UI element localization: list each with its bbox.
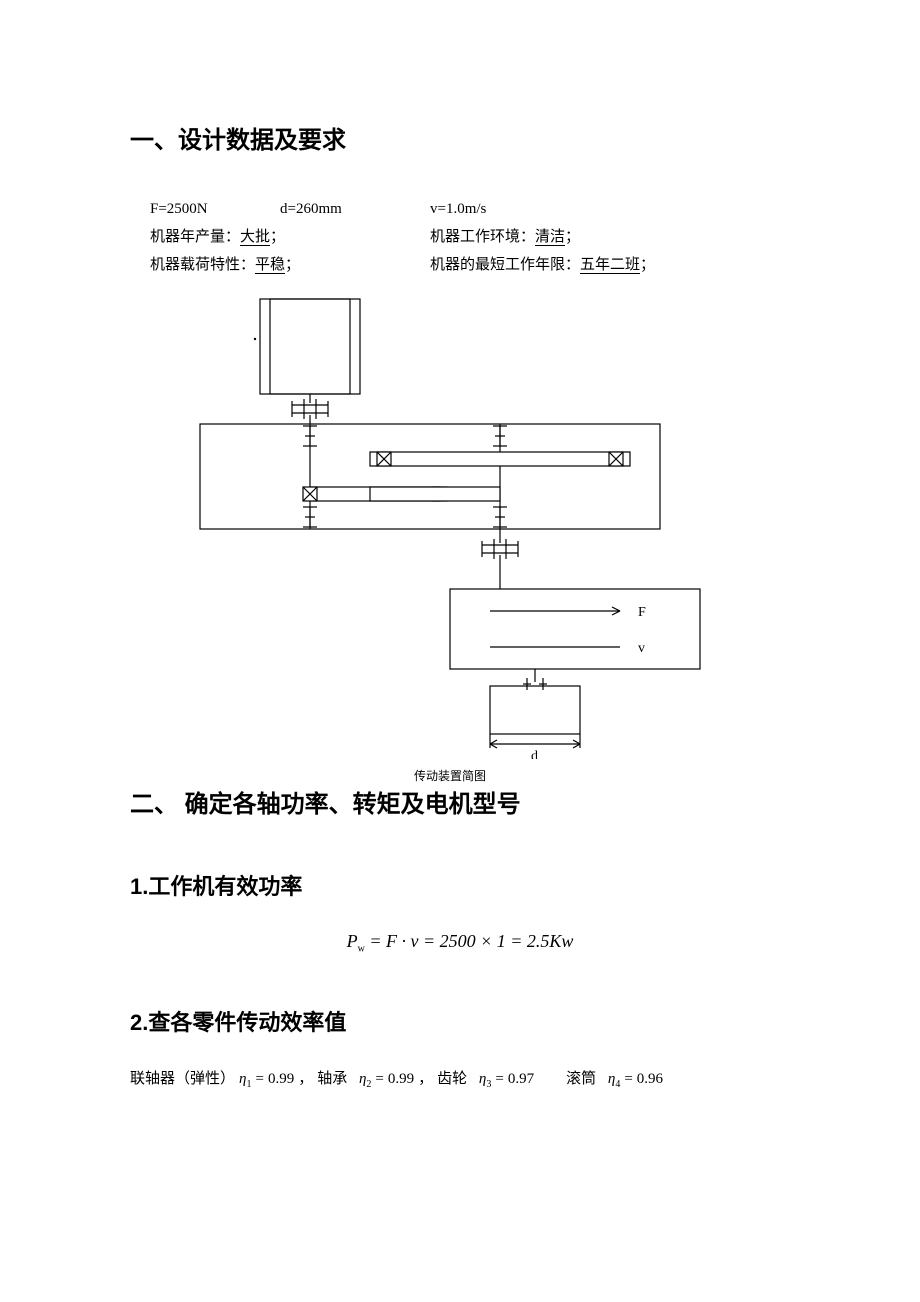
params-block: F=2500N d=260mm v=1.0m/s 机器年产量：大批； 机器工作环…: [150, 195, 790, 279]
semicolon: ；: [640, 257, 655, 273]
eff-bearing-label: 轴承: [317, 1067, 347, 1088]
semicolon: ；: [270, 229, 285, 245]
param-life-val: 五年二班: [580, 257, 640, 274]
section-1-heading: 一、设计数据及要求: [130, 120, 790, 155]
param-v: v=1.0m/s: [430, 195, 486, 223]
eff-gear-label: 齿轮: [437, 1067, 467, 1088]
eff-drum-label: 滚筒: [566, 1067, 596, 1088]
figure-caption: 传动装置简图: [190, 767, 710, 784]
eff-bearing-val: 0.99: [388, 1071, 414, 1088]
param-prod-val: 大批: [240, 229, 270, 246]
section-2-heading: 二、 确定各轴功率、转矩及电机型号: [130, 784, 790, 819]
param-load-val: 平稳: [255, 257, 285, 274]
param-prod-label: 机器年产量：: [150, 229, 240, 245]
svg-text:d: d: [531, 749, 538, 759]
param-life-label: 机器的最短工作年限：: [430, 257, 580, 273]
eff-coupling-val: 0.99: [268, 1071, 294, 1088]
subsection-2-1-heading: 1.工作机有效功率: [130, 869, 790, 901]
efficiency-line: 联轴器（弹性） η1 = 0.99， 轴承 η2 = 0.99， 齿轮 η3 =…: [130, 1067, 790, 1090]
formula-pw: Pw = F · v = 2500 × 1 = 2.5Kw: [130, 931, 790, 955]
subsection-2-2-heading: 2.查各零件传动效率值: [130, 1005, 790, 1037]
semicolon: ；: [565, 229, 580, 245]
param-load-label: 机器载荷特性：: [150, 257, 255, 273]
param-env-label: 机器工作环境：: [430, 229, 535, 245]
eff-gear-val: 0.97: [508, 1071, 534, 1088]
transmission-figure: Fv d 传动装置简图: [190, 289, 710, 784]
eff-drum-val: 0.96: [637, 1071, 663, 1088]
param-F: F=2500N: [150, 195, 280, 223]
param-d: d=260mm: [280, 195, 430, 223]
svg-text:v: v: [638, 641, 645, 656]
semicolon: ；: [285, 257, 300, 273]
param-env-val: 清洁: [535, 229, 565, 246]
eff-coupling-label: 联轴器（弹性）: [130, 1067, 235, 1088]
svg-text:F: F: [638, 605, 646, 620]
